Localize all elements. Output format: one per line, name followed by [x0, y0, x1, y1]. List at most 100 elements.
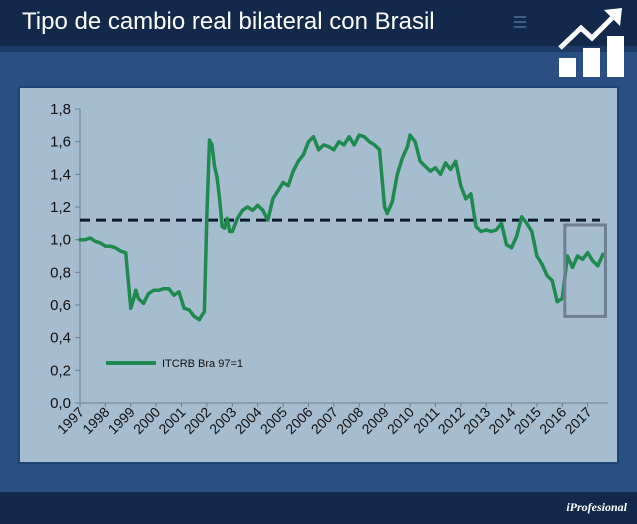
data-point — [565, 254, 569, 258]
data-point — [405, 144, 410, 149]
header-band — [0, 46, 637, 52]
data-point — [271, 197, 275, 201]
data-point — [504, 242, 509, 247]
line-chart: 0,00,20,40,60,81,01,21,41,61,8 199719981… — [20, 88, 617, 462]
data-point — [281, 180, 285, 185]
data-point — [266, 218, 270, 222]
plot-background — [20, 88, 617, 462]
data-point — [550, 278, 554, 283]
data-point — [337, 140, 341, 144]
data-point — [438, 172, 443, 176]
data-point — [395, 172, 399, 176]
data-point — [377, 148, 382, 152]
data-point — [433, 166, 437, 170]
data-point — [119, 249, 123, 253]
data-point — [454, 159, 458, 163]
data-point — [235, 216, 239, 221]
data-point — [327, 144, 331, 149]
y-tick-label: 1,8 — [50, 101, 71, 118]
data-point — [177, 290, 181, 294]
data-point — [124, 251, 128, 255]
y-tick-label: 0,0 — [50, 395, 71, 412]
data-point — [93, 239, 97, 243]
data-point — [276, 189, 280, 193]
data-point — [540, 262, 544, 266]
data-point — [372, 143, 377, 147]
data-point — [108, 244, 113, 248]
y-tick-label: 1,4 — [50, 166, 71, 183]
data-point — [157, 288, 161, 292]
data-point — [385, 211, 389, 216]
data-point — [192, 314, 196, 319]
data-point — [98, 241, 102, 245]
data-point — [367, 140, 371, 144]
y-tick-label: 1,2 — [50, 199, 71, 216]
data-point — [332, 148, 336, 152]
data-point — [494, 228, 498, 232]
data-point — [418, 159, 422, 163]
data-point — [136, 296, 140, 301]
data-point — [362, 135, 366, 139]
data-point — [311, 135, 316, 139]
header-bar: Tipo de cambio real bilateral con Brasil — [0, 0, 637, 46]
data-point — [575, 254, 580, 258]
data-point — [357, 133, 361, 137]
data-point — [291, 169, 295, 173]
y-tick-label: 0,8 — [50, 264, 71, 281]
data-point — [215, 176, 219, 180]
data-point — [352, 143, 356, 147]
data-point — [428, 169, 432, 173]
highlight-box — [563, 223, 607, 318]
data-point — [400, 156, 404, 160]
series-line — [78, 133, 605, 322]
data-point — [197, 318, 201, 322]
data-point — [88, 236, 92, 240]
data-point — [245, 205, 250, 209]
chart-legend: ITCRB Bra 97=1 — [106, 358, 243, 370]
data-point — [560, 296, 564, 301]
data-point — [317, 148, 321, 152]
data-point — [347, 135, 351, 139]
y-axis: 0,0 0,2 0,4 0,6 0,8 1,0 1,2 1,4 1,6 1,8 — [50, 101, 81, 412]
data-point — [555, 300, 559, 304]
data-point — [141, 301, 146, 305]
data-point — [129, 306, 133, 310]
data-point — [586, 251, 590, 255]
data-point — [261, 208, 265, 212]
data-point — [306, 140, 311, 144]
legend-label: ITCRB Bra 97=1 — [162, 358, 243, 370]
data-point — [212, 164, 217, 168]
data-point — [459, 184, 463, 188]
data-point — [205, 213, 209, 217]
growth-chart-icon — [558, 8, 624, 77]
data-point — [322, 143, 326, 147]
data-point — [443, 161, 448, 165]
data-point — [240, 208, 245, 212]
data-point — [172, 293, 176, 297]
y-tick-label: 1,6 — [50, 134, 71, 151]
data-point — [591, 259, 595, 263]
data-point — [207, 138, 212, 142]
data-point — [464, 197, 468, 201]
data-point — [596, 264, 600, 268]
data-point — [218, 197, 222, 201]
data-point — [301, 153, 305, 157]
y-tick-label: 0,6 — [50, 297, 71, 314]
data-point — [499, 221, 503, 225]
menu-icon — [514, 16, 526, 30]
data-point — [228, 229, 232, 234]
y-tick-label: 0,4 — [50, 330, 71, 347]
data-point — [131, 298, 135, 302]
data-point — [210, 143, 214, 147]
data-point — [489, 229, 493, 234]
data-point — [83, 238, 87, 242]
brand-logo: iProfesional — [566, 500, 627, 514]
data-point — [230, 229, 234, 234]
data-point — [520, 215, 524, 219]
data-point — [256, 203, 260, 207]
y-tick-label: 0,2 — [50, 362, 71, 379]
data-point — [202, 309, 206, 314]
data-point — [103, 244, 107, 248]
data-point — [113, 246, 118, 250]
data-point — [509, 246, 514, 250]
